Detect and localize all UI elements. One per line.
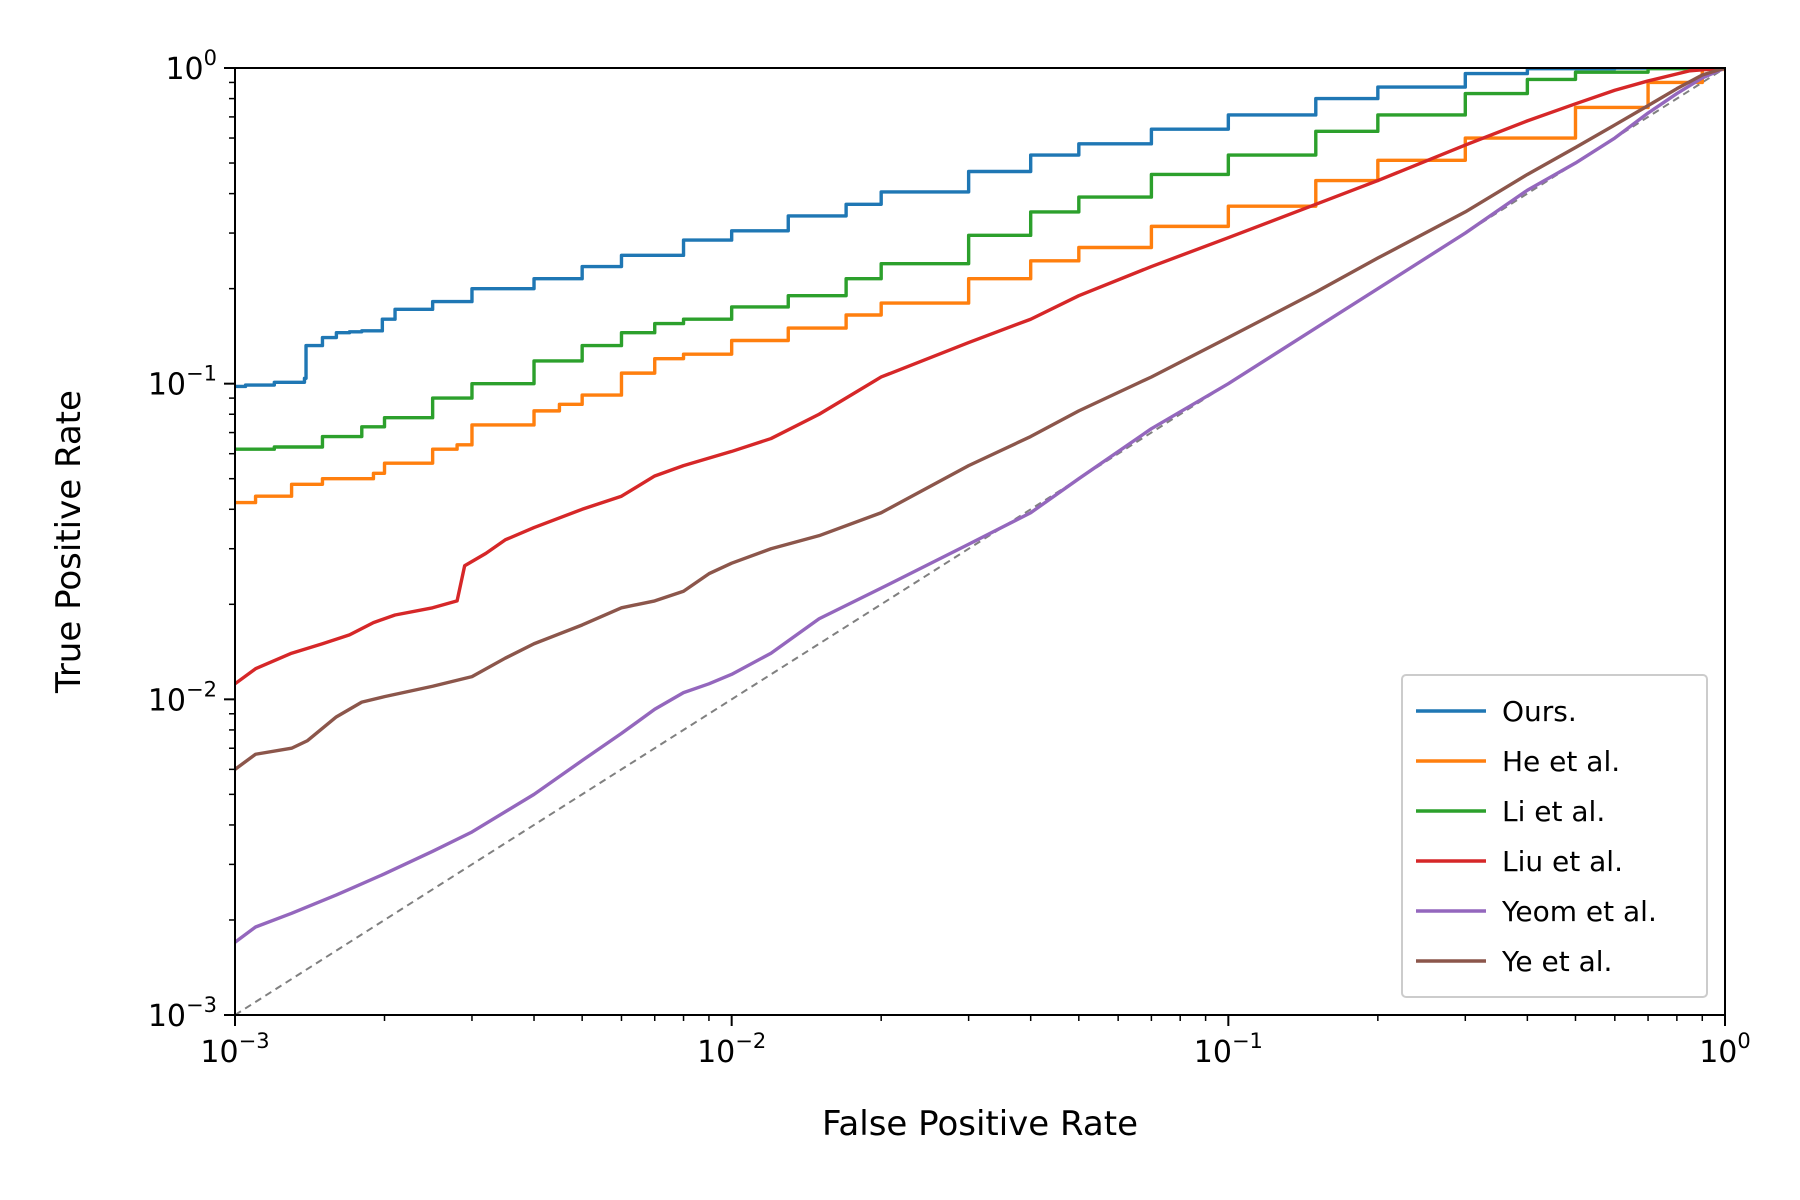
- y-tick-label-0: 10−3: [148, 993, 217, 1034]
- legend-label-3: Liu et al.: [1502, 845, 1623, 878]
- series-line-4: [235, 68, 1725, 944]
- legend-label-0: Ours.: [1502, 695, 1577, 728]
- legend-label-2: Li et al.: [1502, 795, 1605, 828]
- y-tick-label-1: 10−2: [148, 677, 217, 718]
- y-axis-label: True Positive Rate: [49, 390, 89, 694]
- x-tick-label-3: 100: [1699, 1029, 1751, 1070]
- series-line-2: [235, 68, 1725, 451]
- y-tick-label-2: 10−1: [148, 362, 217, 403]
- legend: Ours. He et al. Li et al. Liu et al. Yeom et…: [1401, 674, 1708, 998]
- legend-box: [1401, 674, 1708, 998]
- series-line-3: [235, 68, 1725, 686]
- axes-frame: [234, 67, 1726, 1016]
- series-line-1: [235, 68, 1725, 505]
- x-tick-label-0: 10−3: [200, 1029, 269, 1070]
- chance-reference-line: [235, 68, 1725, 1015]
- x-axis-label: False Positive Rate: [822, 1104, 1138, 1144]
- x-tick-label-1: 10−2: [697, 1029, 766, 1070]
- series-line-5: [235, 68, 1725, 771]
- series-layer: [235, 68, 1725, 1015]
- axes-layer: 10−3 10−2 10−1 100 10−3 10−2 10−1 100: [148, 46, 1751, 1070]
- legend-label-5: Ye et al.: [1501, 945, 1612, 978]
- legend-label-4: Yeom et al.: [1501, 895, 1657, 928]
- y-tick-label-3: 100: [165, 46, 217, 87]
- x-tick-label-2: 10−1: [1194, 1029, 1263, 1070]
- legend-label-1: He et al.: [1502, 745, 1620, 778]
- series-line-0: [235, 68, 1725, 389]
